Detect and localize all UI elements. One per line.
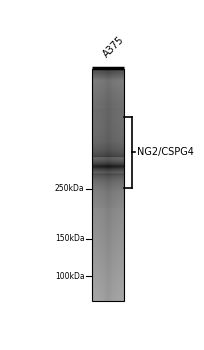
Text: 100kDa: 100kDa [54, 272, 84, 281]
Bar [92, 69, 124, 301]
Text: 250kDa: 250kDa [54, 184, 84, 194]
Text: 150kDa: 150kDa [54, 234, 84, 243]
Text: A375: A375 [101, 35, 125, 60]
Text: NG2/CSPG4: NG2/CSPG4 [136, 147, 193, 158]
